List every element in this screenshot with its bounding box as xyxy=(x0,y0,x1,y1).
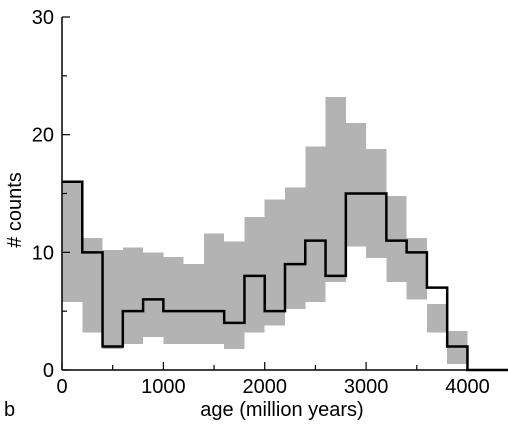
y-tick-label: 0 xyxy=(43,360,54,382)
band-bin xyxy=(305,146,326,302)
x-axis-label: age (million years) xyxy=(200,399,363,421)
band-bin xyxy=(386,195,407,282)
band-bin xyxy=(264,199,285,326)
band-bin xyxy=(325,97,346,282)
band-bin xyxy=(163,257,184,345)
x-tick-label: 2000 xyxy=(242,376,287,398)
band-bin xyxy=(203,233,225,345)
axes xyxy=(61,16,508,371)
band-bin xyxy=(406,238,427,300)
band-bin xyxy=(366,148,387,259)
band-bin xyxy=(102,249,123,349)
x-tick-label: 3000 xyxy=(344,376,389,398)
panel-label: b xyxy=(4,399,15,421)
band-bin xyxy=(82,238,103,333)
band-bin xyxy=(345,122,367,247)
x-tick-label: 4000 xyxy=(445,376,490,398)
band-bin xyxy=(285,187,306,309)
x-tick-label: 1000 xyxy=(141,376,186,398)
tick-labels: 0 1000 2000 3000 4000 0 10 20 30 xyxy=(32,7,490,398)
band-bin xyxy=(183,264,204,345)
x-tick-label: 0 xyxy=(56,376,67,398)
band-bin xyxy=(143,252,164,338)
band-bin xyxy=(426,304,448,333)
histogram-steps xyxy=(62,180,508,372)
uncertainty-band xyxy=(62,97,468,365)
count-step-line xyxy=(62,180,508,372)
band-bin xyxy=(62,181,83,302)
y-tick-label: 10 xyxy=(32,242,54,264)
y-tick-label: 30 xyxy=(32,7,54,29)
y-tick-label: 20 xyxy=(32,125,54,147)
band-bin xyxy=(122,247,144,345)
y-axis-label: # counts xyxy=(4,172,26,248)
band-bin xyxy=(224,241,245,349)
